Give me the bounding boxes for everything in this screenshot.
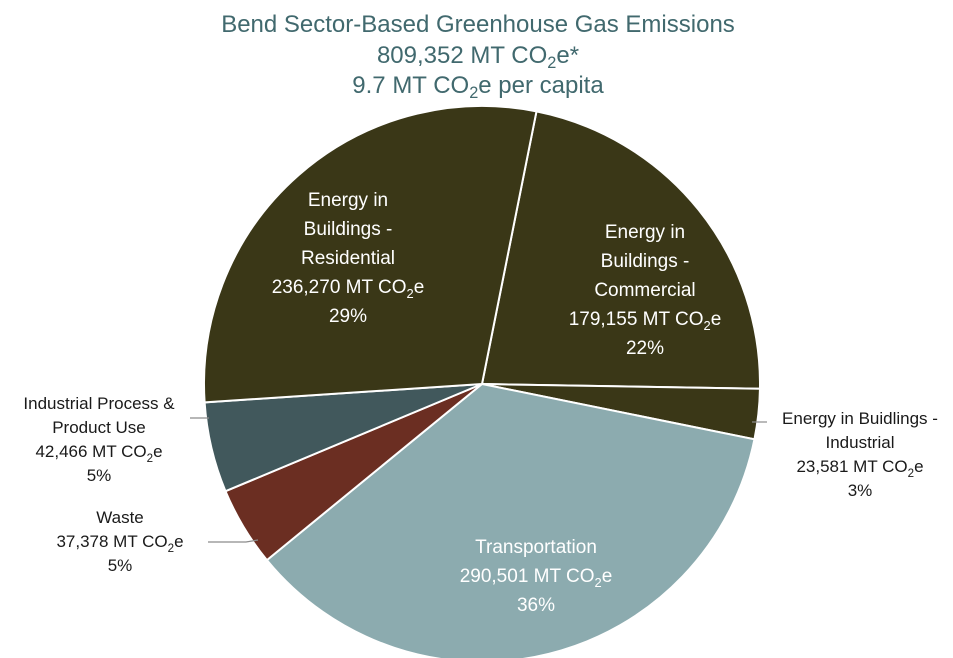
pie-slice <box>480 110 761 390</box>
pie-slice <box>265 382 756 658</box>
slice-percent-label: 5% <box>108 556 133 575</box>
slice-value-label: 37,378 MT CO2​e <box>56 532 183 555</box>
slice-value-label: 42,466 MT CO2​e <box>35 442 162 465</box>
slice-label: Buildings - <box>304 219 393 240</box>
slice-label: Energy in <box>605 222 685 243</box>
leader-lines <box>190 417 767 543</box>
pie-slice <box>203 105 538 404</box>
chart-title: Bend Sector-Based Greenhouse Gas Emissio… <box>221 11 735 102</box>
slice-value-label: 290,501 MT CO2​e <box>460 566 613 590</box>
slice-labels: Energy in Buildings - Commercial 179,155 MT… <box>23 190 938 616</box>
slice-percent-label: 22% <box>626 338 664 359</box>
slice-value-label: 23,581 MT CO2​e <box>796 457 923 480</box>
slice-label: Waste <box>96 508 144 527</box>
leader-line <box>208 539 259 543</box>
slice-label: Product Use <box>52 418 146 437</box>
slice-label: Residential <box>301 248 395 269</box>
slice-percent-label: 29% <box>329 306 367 327</box>
slice-label: Buildings - <box>601 251 690 272</box>
slice-label: Industrial <box>826 433 895 452</box>
slice-label: Energy in <box>308 190 388 211</box>
chart-title-line: Bend Sector-Based Greenhouse Gas Emissio… <box>221 11 735 38</box>
slice-label: Energy in Buidlings - <box>782 409 938 428</box>
chart-title-line: 9.7 MT CO2​e per capita <box>352 72 604 102</box>
slice-value-label: 236,270 MT CO2​e <box>272 277 425 301</box>
pie-slices <box>203 105 761 658</box>
slice-percent-label: 5% <box>87 466 112 485</box>
slice-label: Commercial <box>594 280 695 301</box>
slice-percent-label: 36% <box>517 595 555 616</box>
chart-title-line: 809,352 MT CO2​e* <box>377 42 579 72</box>
slice-value-label: 179,155 MT CO2​e <box>569 309 722 333</box>
slice-label: Industrial Process & <box>23 394 175 413</box>
slice-label: Transportation <box>475 537 597 558</box>
slice-percent-label: 3% <box>848 481 873 500</box>
